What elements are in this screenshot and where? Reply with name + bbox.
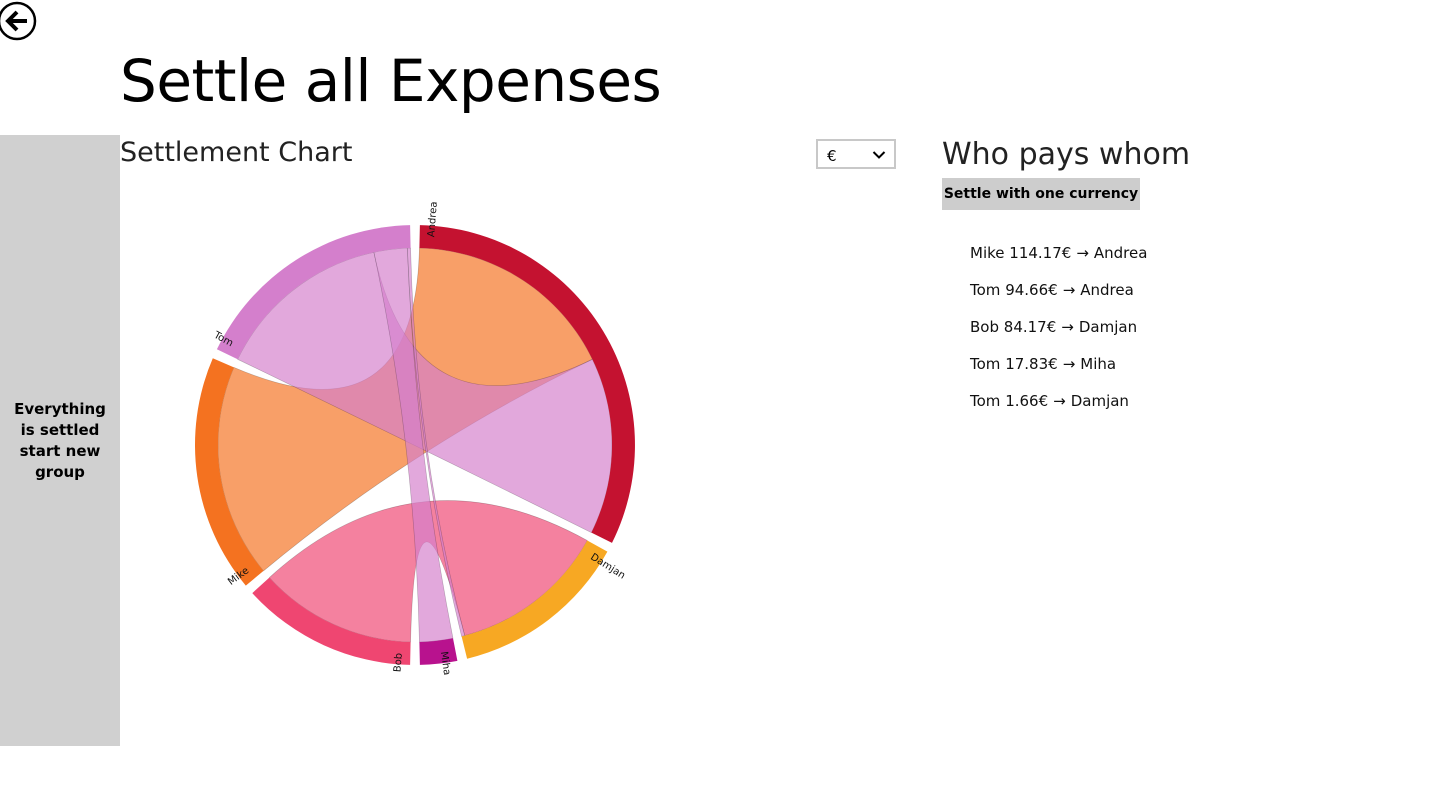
arrow: → xyxy=(1053,392,1066,410)
payer: Mike xyxy=(970,244,1005,262)
settled-new-group-button[interactable]: Everything is settled start new group xyxy=(0,135,120,746)
payer: Tom xyxy=(970,392,1001,410)
payee: Andrea xyxy=(1093,244,1148,262)
arrow: → xyxy=(1061,318,1074,336)
group-label-bob: Bob xyxy=(392,653,404,673)
ribbon-tom-to-damjan xyxy=(407,247,466,637)
group-arc-tom xyxy=(216,225,411,360)
payee: Damjan xyxy=(1070,392,1129,410)
group-arc-mike xyxy=(195,358,264,586)
page-title: Settle all Expenses xyxy=(120,47,662,115)
group-arc-bob xyxy=(252,577,411,665)
payment-item: Tom 17.83€ → Miha xyxy=(970,353,1147,390)
chord-ribbons xyxy=(217,247,613,643)
ribbon-tom-to-miha xyxy=(373,247,454,643)
amount: 17.83€ xyxy=(1005,355,1058,373)
payee: Andrea xyxy=(1080,281,1134,299)
group-label-miha: Miha xyxy=(438,651,452,676)
currency-dropdown[interactable]: € xyxy=(816,139,896,169)
back-button[interactable] xyxy=(0,1,37,41)
payment-item: Tom 1.66€ → Damjan xyxy=(970,390,1147,427)
group-arc-andrea xyxy=(419,225,635,543)
group-label-andrea: Andrea xyxy=(426,201,440,237)
amount: 84.17€ xyxy=(1003,318,1057,336)
arrow: → xyxy=(1062,355,1076,373)
payments-list: Mike 114.17€ → Andrea Tom 94.66€ → Andrea Bo… xyxy=(970,242,1147,427)
payer: Bob xyxy=(970,318,999,336)
group-arc-damjan xyxy=(461,540,608,659)
group-arc-miha xyxy=(419,638,458,665)
arrow: → xyxy=(1062,281,1076,299)
payer: Tom xyxy=(970,281,1001,299)
chevron-down-icon xyxy=(872,151,886,159)
payee: Miha xyxy=(1080,355,1117,373)
who-pays-whom-title: Who pays whom xyxy=(942,137,1191,172)
arrow: → xyxy=(1076,244,1089,262)
payment-item: Mike 114.17€ → Andrea xyxy=(970,242,1147,279)
settle-one-currency-button[interactable]: Settle with one currency xyxy=(942,178,1140,210)
amount: 1.66€ xyxy=(1005,392,1049,410)
back-arrow-icon xyxy=(0,1,37,41)
chord-arcs xyxy=(195,225,635,665)
payment-item: Tom 94.66€ → Andrea xyxy=(970,279,1147,316)
payee: Damjan xyxy=(1078,318,1138,336)
currency-value: € xyxy=(827,147,837,165)
payment-item: Bob 84.17€ → Damjan xyxy=(970,316,1147,353)
amount: 94.66€ xyxy=(1005,281,1058,299)
payer: Tom xyxy=(970,355,1001,373)
chart-title: Settlement Chart xyxy=(120,137,353,168)
settled-message: Everything is settled start new group xyxy=(14,399,106,481)
amount: 114.17€ xyxy=(1009,244,1072,262)
